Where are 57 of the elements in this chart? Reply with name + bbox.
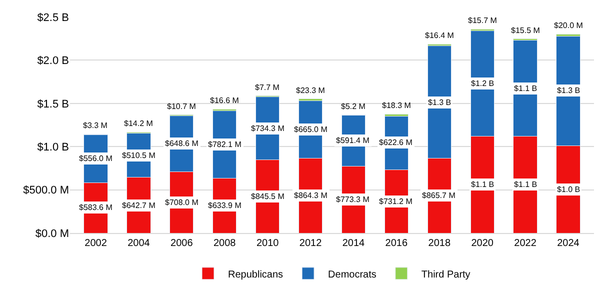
x-tick-label: 2020 xyxy=(471,238,494,249)
data-label: $1.0 B xyxy=(557,185,580,194)
data-label: $14.2 M xyxy=(124,119,154,128)
x-tick-label: 2004 xyxy=(128,238,150,249)
data-label: $7.7 M xyxy=(255,83,280,92)
data-label: $731.2 M xyxy=(379,197,413,206)
data-label: $10.7 M xyxy=(167,102,196,111)
x-tick-label: 2012 xyxy=(299,238,322,249)
data-label: $591.4 M xyxy=(336,136,370,145)
data-label: $1.3 B xyxy=(557,86,580,95)
data-label: $1.3 B xyxy=(428,98,452,107)
data-label: $15.7 M xyxy=(468,16,498,25)
y-tick-label: $2.0 B xyxy=(37,55,69,68)
x-tick-label: 2008 xyxy=(213,238,236,249)
data-label: $845.5 M xyxy=(251,192,285,201)
data-label: $773.3 M xyxy=(336,195,370,204)
data-label: $1.2 B xyxy=(471,79,494,88)
data-label: $642.7 M xyxy=(122,201,156,210)
data-label: $556.0 M xyxy=(79,154,113,163)
data-label: $864.3 M xyxy=(294,191,328,200)
data-label: $583.6 M xyxy=(79,203,113,212)
data-label: $3.3 M xyxy=(83,121,108,130)
data-label: $1.1 B xyxy=(471,180,494,189)
data-label: $648.6 M xyxy=(165,139,199,148)
data-label: $1.1 B xyxy=(514,180,538,189)
data-label: $5.2 M xyxy=(341,102,366,111)
data-label: $1.1 B xyxy=(514,84,538,93)
data-label: $633.9 M xyxy=(208,201,242,210)
data-label: $865.7 M xyxy=(422,191,456,200)
data-label: $18.3 M xyxy=(382,101,412,110)
data-label: $782.1 M xyxy=(208,140,242,149)
data-label: $20.0 M xyxy=(554,21,584,30)
x-tick-label: 2002 xyxy=(84,238,108,249)
data-label: $734.3 M xyxy=(251,124,285,133)
y-tick-label: $0.0 M xyxy=(35,228,69,240)
data-label: $16.4 M xyxy=(425,31,454,40)
legend-label: Third Party xyxy=(421,269,470,280)
x-tick-label: 2018 xyxy=(428,238,451,249)
y-tick-label: $2.5 B xyxy=(37,12,69,24)
data-label: $16.6 M xyxy=(210,96,240,105)
data-label: $708.0 M xyxy=(165,198,199,207)
x-tick-label: 2006 xyxy=(170,238,194,249)
x-tick-label: 2016 xyxy=(385,238,408,249)
y-tick-label: $500.0 M xyxy=(23,184,69,197)
y-tick-label: $1.0 B xyxy=(37,141,69,154)
y-tick-label: $1.5 B xyxy=(37,98,69,110)
data-label: $15.5 M xyxy=(511,26,540,35)
data-label: $665.0 M xyxy=(294,125,328,134)
data-label: $510.5 M xyxy=(122,151,156,160)
x-tick-label: 2024 xyxy=(557,238,580,249)
legend-label: Democrats xyxy=(328,269,376,280)
x-tick-label: 2010 xyxy=(256,238,280,249)
data-label: $622.6 M xyxy=(379,138,413,147)
data-label: $23.3 M xyxy=(296,86,326,95)
x-tick-label: 2022 xyxy=(514,238,537,249)
x-tick-label: 2014 xyxy=(342,238,366,249)
legend-label: Republicans xyxy=(228,269,284,280)
